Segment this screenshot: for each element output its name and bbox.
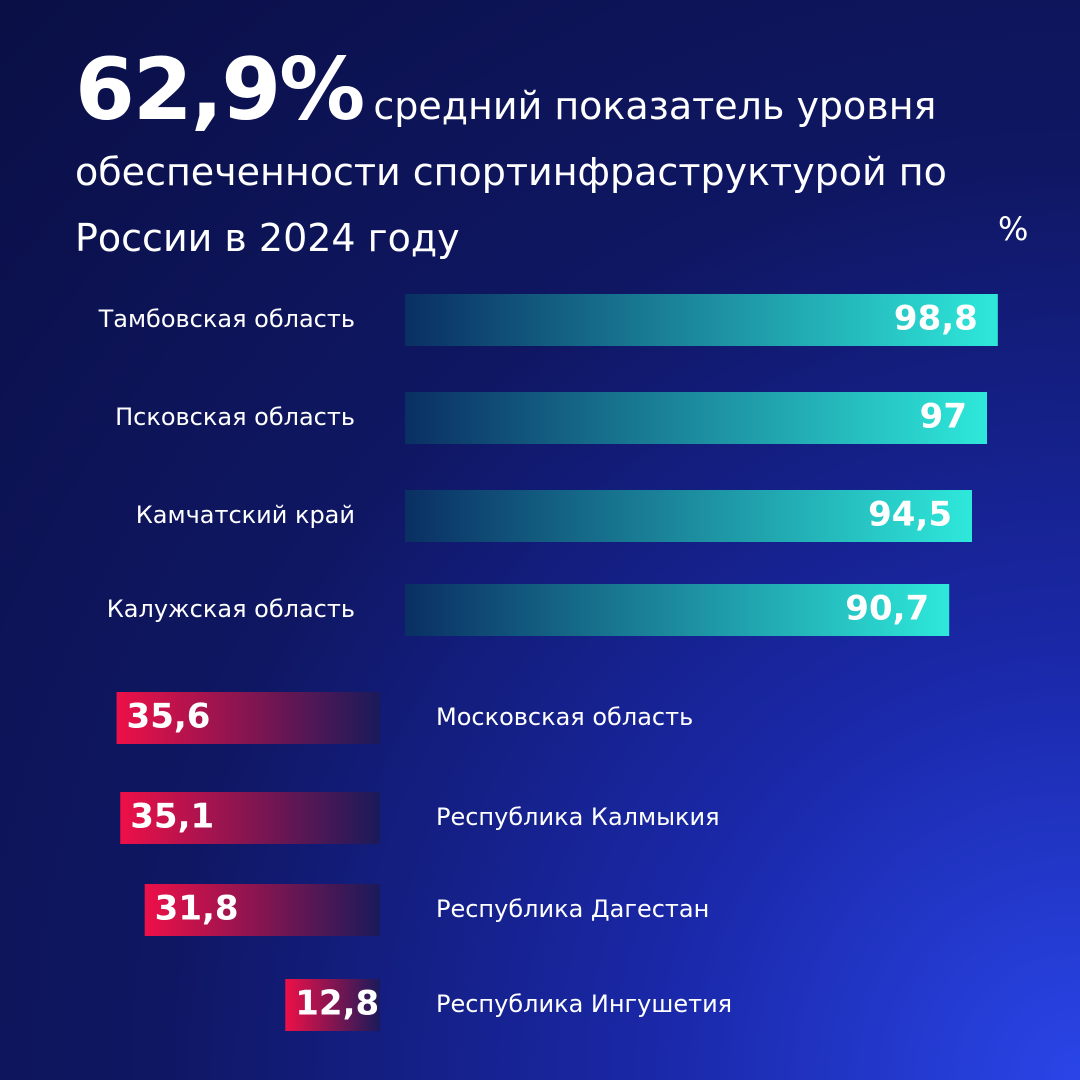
category-label: Республика Калмыкия xyxy=(436,803,720,831)
category-label: Тамбовская область xyxy=(98,305,355,333)
bar xyxy=(285,979,380,1031)
category-label: Московская область xyxy=(436,703,693,731)
category-label: Псковская область xyxy=(115,403,355,431)
value-label: 90,7 xyxy=(845,589,929,629)
bar xyxy=(144,884,380,936)
value-label: 31,8 xyxy=(155,889,239,929)
category-label: Республика Дагестан xyxy=(436,895,709,923)
bar xyxy=(116,692,380,744)
bar xyxy=(405,490,972,542)
chart-title: средний показатель уровня обеспеченности… xyxy=(75,84,947,260)
value-label: 12,8 xyxy=(295,984,379,1024)
unit-label: % xyxy=(998,210,1029,248)
value-label: 97 xyxy=(920,397,967,437)
bar xyxy=(405,392,987,444)
header: 62,9% средний показатель уровня обеспечен… xyxy=(75,40,1005,275)
value-label: 94,5 xyxy=(868,495,952,535)
bar xyxy=(405,584,950,636)
category-label: Калужская область xyxy=(107,595,355,623)
value-label: 35,1 xyxy=(130,797,214,837)
category-label: Республика Ингушетия xyxy=(436,990,732,1018)
value-label: 35,6 xyxy=(127,697,211,737)
value-label: 98,8 xyxy=(894,299,978,339)
category-label: Камчатский край xyxy=(136,501,355,529)
bar xyxy=(405,294,998,346)
headline: 62,9% xyxy=(75,40,365,140)
bar xyxy=(120,792,380,844)
